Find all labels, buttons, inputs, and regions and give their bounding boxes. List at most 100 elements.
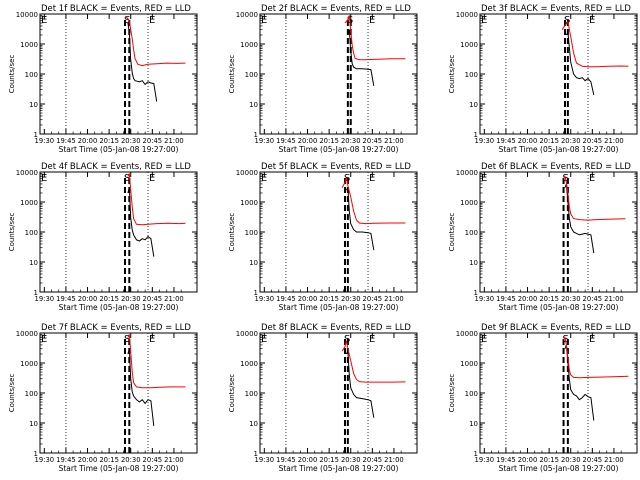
corner-letter: E <box>41 334 47 345</box>
x-tick-label: 20:45 <box>363 456 383 464</box>
plot-frame <box>479 332 638 454</box>
y-tick-label: 1000 <box>460 360 478 368</box>
events-series-line <box>345 349 375 418</box>
y-tick-label: 1 <box>254 450 258 458</box>
corner-letter: E <box>41 173 47 184</box>
y-axis-label: Counts/sec <box>8 55 16 94</box>
x-tick-label: 20:00 <box>518 456 538 464</box>
y-tick-label: 100 <box>465 229 478 237</box>
x-tick-label: 20:45 <box>363 137 383 145</box>
panel-title: Det 3f BLACK = Events, RED = LLD <box>481 4 631 14</box>
y-tick-label: 1000 <box>460 41 478 49</box>
y-axis-label: Counts/sec <box>8 374 16 413</box>
x-tick-label: 20:15 <box>99 456 119 464</box>
y-tick-label: 10000 <box>456 11 478 19</box>
x-tick-label: 20:45 <box>143 456 163 464</box>
detector-panel-6: Det 6f BLACK = Events, RED = LLD 1 10 100 10… <box>448 162 638 312</box>
x-tick-label: 20:15 <box>99 137 119 145</box>
y-tick-label: 1 <box>474 289 478 297</box>
peak-letter: S <box>124 173 130 184</box>
x-tick-label: 20:30 <box>561 137 581 145</box>
x-tick-label: 20:45 <box>143 137 163 145</box>
x-tick-label: 19:45 <box>56 295 76 303</box>
end-letter: E <box>149 173 155 184</box>
peak-letter: S <box>344 173 350 184</box>
x-tick-label: 21:00 <box>164 456 184 464</box>
end-letter: E <box>589 15 595 26</box>
y-tick-label: 1000 <box>20 199 38 207</box>
x-tick-label: 20:45 <box>143 295 163 303</box>
x-tick-label: 21:00 <box>384 456 404 464</box>
y-tick-label: 1000 <box>20 41 38 49</box>
x-tick-label: 20:15 <box>539 137 559 145</box>
end-letter: E <box>149 15 155 26</box>
x-tick-label: 20:00 <box>78 456 98 464</box>
detector-panel-8: Det 8f BLACK = Events, RED = LLD 1 10 100 10… <box>228 323 418 473</box>
corner-letter: E <box>261 173 267 184</box>
x-tick-label: 20:30 <box>121 295 141 303</box>
y-tick-label: 1000 <box>240 199 258 207</box>
x-axis-label: Start Time (05-Jan-08 19:27:00) <box>279 145 399 154</box>
plot-frame <box>259 332 418 454</box>
y-tick-label: 1 <box>474 131 478 139</box>
y-tick-label: 1 <box>34 450 38 458</box>
x-axis-label: Start Time (05-Jan-08 19:27:00) <box>499 464 619 473</box>
y-tick-label: 10000 <box>16 11 38 19</box>
x-tick-label: 20:30 <box>121 137 141 145</box>
detector-panel-5: Det 5f BLACK = Events, RED = LLD 1 10 100 10… <box>228 162 418 312</box>
x-tick-label: 20:00 <box>298 137 318 145</box>
peak-letter: S <box>564 15 570 26</box>
x-tick-label: 19:30 <box>35 456 55 464</box>
lld-series-line <box>341 340 406 383</box>
corner-letter: E <box>481 173 487 184</box>
x-tick-label: 19:45 <box>496 295 516 303</box>
panel-title: Det 9f BLACK = Events, RED = LLD <box>481 323 631 333</box>
x-tick-label: 20:45 <box>583 137 603 145</box>
panel-title: Det 5f BLACK = Events, RED = LLD <box>261 162 411 172</box>
end-letter: E <box>369 15 375 26</box>
x-tick-label: 19:30 <box>475 456 495 464</box>
x-tick-label: 20:45 <box>583 295 603 303</box>
x-tick-label: 20:30 <box>341 456 361 464</box>
x-tick-label: 21:00 <box>604 295 624 303</box>
y-tick-label: 10 <box>469 259 478 267</box>
x-tick-label: 20:30 <box>341 295 361 303</box>
y-tick-label: 10000 <box>236 169 258 177</box>
peak-letter: S <box>124 334 130 345</box>
corner-letter: E <box>41 15 47 26</box>
lld-series-line <box>127 334 186 389</box>
y-tick-label: 1000 <box>240 41 258 49</box>
y-tick-label: 100 <box>245 71 258 79</box>
x-tick-label: 21:00 <box>604 456 624 464</box>
x-tick-label: 20:15 <box>99 295 119 303</box>
x-tick-label: 19:45 <box>276 295 296 303</box>
detector-panel-2: Det 2f BLACK = Events, RED = LLD 1 10 100 10… <box>228 4 418 154</box>
x-tick-label: 19:30 <box>475 137 495 145</box>
lld-series-line <box>341 177 406 225</box>
x-tick-label: 19:45 <box>496 456 516 464</box>
y-axis-label: Counts/sec <box>228 374 236 413</box>
y-tick-label: 100 <box>25 390 38 398</box>
x-tick-label: 20:00 <box>518 137 538 145</box>
y-tick-label: 10 <box>249 101 258 109</box>
y-tick-label: 1000 <box>240 360 258 368</box>
y-axis-label: Counts/sec <box>8 213 16 252</box>
events-series-line <box>345 186 375 251</box>
y-tick-label: 100 <box>25 229 38 237</box>
x-tick-label: 19:45 <box>56 137 76 145</box>
y-tick-label: 100 <box>245 229 258 237</box>
x-tick-label: 20:00 <box>298 295 318 303</box>
y-axis-label: Counts/sec <box>228 213 236 252</box>
plot-frame <box>479 13 638 135</box>
plot-frame <box>479 171 638 293</box>
y-tick-label: 1 <box>254 289 258 297</box>
y-tick-label: 10000 <box>236 11 258 19</box>
y-tick-label: 100 <box>245 390 258 398</box>
corner-letter: E <box>261 334 267 345</box>
y-tick-label: 100 <box>465 71 478 79</box>
y-tick-label: 10000 <box>16 169 38 177</box>
x-tick-label: 19:45 <box>276 137 296 145</box>
x-tick-label: 20:15 <box>319 137 339 145</box>
x-tick-label: 20:45 <box>363 295 383 303</box>
end-letter: E <box>149 334 155 345</box>
